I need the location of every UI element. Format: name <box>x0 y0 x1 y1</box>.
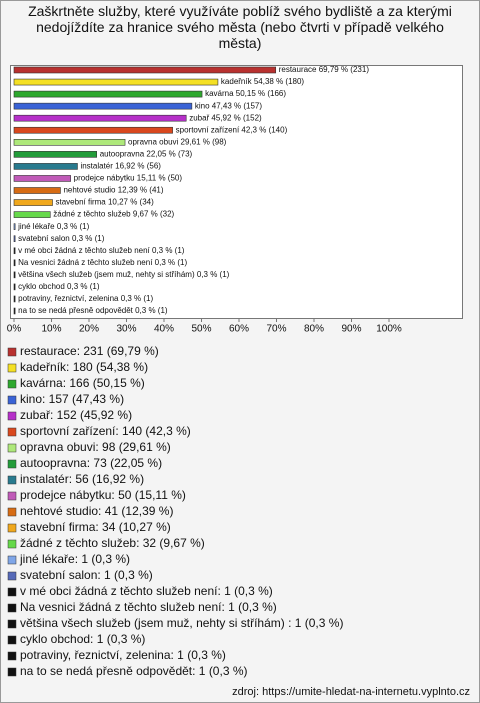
value-label: sportovní zařízení 42,3 % (140) <box>176 125 288 134</box>
x-tick-label: 50% <box>191 324 211 335</box>
legend-swatch <box>7 347 17 357</box>
value-label: většina všech služeb (jsem muž, nehty si… <box>18 270 230 279</box>
legend-label: restaurace: 231 (69,79 %) <box>20 344 159 358</box>
legend-label: opravna obuvi: 98 (29,61 %) <box>20 440 171 454</box>
legend-label: instalatér: 56 (16,92 %) <box>20 472 144 486</box>
legend-swatch <box>7 491 17 501</box>
legend-label: na to se nedá přesně odpovědět: 1 (0,3 %… <box>20 664 248 678</box>
bar <box>13 175 71 182</box>
value-label: zubař 45,92 % (152) <box>189 113 262 122</box>
legend-swatch <box>7 667 17 677</box>
value-label: kino 47,43 % (157) <box>195 101 262 110</box>
legend-label: potraviny, řeznictví, zelenina: 1 (0,3 %… <box>20 648 226 662</box>
chart-title: Zaškrtněte služby, které využíváte poblí… <box>28 3 452 51</box>
legend-swatch <box>7 411 17 421</box>
x-tick-label: 100% <box>376 324 402 335</box>
legend-swatch <box>7 619 17 629</box>
legend-swatch <box>7 651 17 661</box>
legend-label: Na vesnici žádná z těchto služeb není: 1… <box>20 600 277 614</box>
bar <box>13 187 61 194</box>
legend-swatch <box>7 523 17 533</box>
value-label: jiné lékaře 0,3 % (1) <box>17 222 89 231</box>
legend-label: nehtové studio: 41 (12,39 %) <box>20 504 173 518</box>
legend-label: kadeřník: 180 (54,38 %) <box>20 360 148 374</box>
legend-swatch <box>7 571 17 581</box>
value-label: nehtové studio 12,39 % (41) <box>63 186 163 195</box>
x-tick-label: 90% <box>341 324 361 335</box>
legend-swatch <box>7 603 17 613</box>
legend-label: většina všech služeb (jsem muž, nehty si… <box>20 616 343 630</box>
legend-label: svatební salon: 1 (0,3 %) <box>20 568 153 582</box>
x-tick-label: 0% <box>7 324 22 335</box>
legend-swatch <box>7 507 17 517</box>
legend-swatch <box>7 363 17 373</box>
value-label: v mé obci žádná z těchto služeb není 0,3… <box>18 246 185 255</box>
bar <box>13 271 16 279</box>
value-label: Na vesnici žádná z těchto služeb není 0,… <box>18 258 187 267</box>
legend-label: zubař: 152 (45,92 %) <box>20 408 132 422</box>
legend-swatch <box>7 427 17 437</box>
legend-swatch <box>7 555 17 565</box>
bar <box>13 66 277 74</box>
legend-label: prodejce nábytku: 50 (15,11 %) <box>20 488 186 502</box>
legend-label: stavební firma: 34 (10,27 %) <box>20 520 171 534</box>
legend-label: sportovní zařízení: 140 (42,3 %) <box>20 424 191 438</box>
x-tick-label: 80% <box>304 324 324 335</box>
source: zdroj: https://umite-hledat-na-internetu… <box>232 686 470 698</box>
legend-label: autoopravna: 73 (22,05 %) <box>20 456 162 470</box>
bar <box>13 163 78 170</box>
x-tick-label: 70% <box>266 324 286 335</box>
value-label: svatební salon 0,3 % (1) <box>18 234 105 243</box>
value-label: na to se nedá přesně odpovědět 0,3 % (1) <box>18 306 168 315</box>
legend-label: žádné z těchto služeb: 32 (9,67 %) <box>20 536 205 550</box>
legend-swatch <box>7 539 17 549</box>
x-tick-label: 10% <box>41 324 61 335</box>
x-tick-label: 20% <box>79 324 99 335</box>
legend-swatch <box>7 587 17 597</box>
bar <box>13 211 51 218</box>
bar <box>13 247 16 255</box>
value-label: kadeřník 54,38 % (180) <box>221 77 304 86</box>
value-label: cyklo obchod 0,3 % (1) <box>18 282 100 291</box>
bar <box>13 295 16 303</box>
bar <box>13 259 16 267</box>
bar <box>13 78 219 86</box>
value-label: potraviny, řeznictví, zelenina 0,3 % (1) <box>18 294 153 303</box>
value-label: restaurace 69,79 % (231) <box>279 65 370 74</box>
bar <box>13 90 203 98</box>
value-label: stavební firma 10,27 % (34) <box>56 198 155 207</box>
value-label: autoopravna 22,05 % (73) <box>100 149 193 158</box>
legend-swatch <box>7 475 17 485</box>
legend-swatch <box>7 379 17 389</box>
x-tick-label: 40% <box>154 324 174 335</box>
bar <box>13 102 193 110</box>
bar <box>13 139 126 146</box>
value-label: opravna obuvi 29,61 % (98) <box>128 137 227 146</box>
value-label: instalatér 16,92 % (56) <box>80 162 161 171</box>
legend-label: jiné lékaře: 1 (0,3 %) <box>19 552 130 566</box>
legend-swatch <box>7 443 17 453</box>
bar <box>13 151 97 158</box>
bar <box>13 235 16 242</box>
legend-swatch <box>7 635 17 645</box>
bar <box>13 114 187 122</box>
bar <box>13 283 16 291</box>
legend-label: cyklo obchod: 1 (0,3 %) <box>20 632 145 646</box>
value-label: žádné z těchto služeb 9,67 % (32) <box>53 210 174 219</box>
bar <box>13 307 16 315</box>
legend-label: v mé obci žádná z těchto služeb není: 1 … <box>20 584 273 598</box>
legend-label: kavárna: 166 (50,15 %) <box>20 376 145 390</box>
value-label: prodejce nábytku 15,11 % (50) <box>74 174 183 183</box>
x-tick-label: 60% <box>229 324 249 335</box>
legend-label: kino: 157 (47,43 %) <box>20 392 124 406</box>
legend-swatch <box>7 459 17 469</box>
bar <box>13 126 173 134</box>
bar <box>13 199 53 206</box>
legend-swatch <box>7 395 17 405</box>
x-tick-label: 30% <box>116 324 136 335</box>
value-label: kavárna 50,15 % (166) <box>205 89 286 98</box>
bar <box>13 223 16 230</box>
